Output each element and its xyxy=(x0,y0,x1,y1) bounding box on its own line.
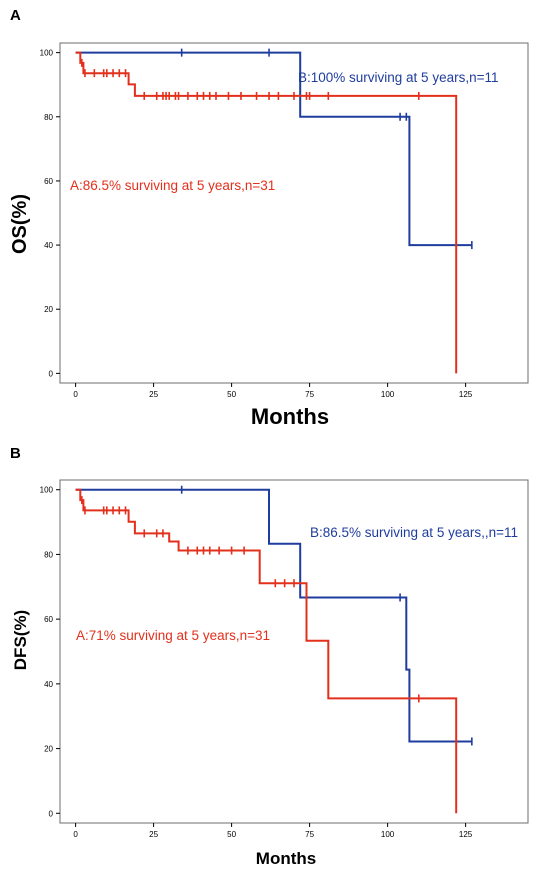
y-tick-label: 60 xyxy=(44,615,53,624)
y-tick-label: 60 xyxy=(44,177,53,186)
y-axis-title-a: OS(%) xyxy=(9,194,31,254)
x-axis-title-a: Months xyxy=(251,404,329,429)
x-tick-label: 100 xyxy=(381,830,395,839)
x-tick-label: 125 xyxy=(459,830,473,839)
series-a-line xyxy=(75,51,458,374)
x-tick-label: 50 xyxy=(227,390,236,399)
annotation-a-group-a: A:86.5% surviving at 5 years,n=31 xyxy=(70,178,275,193)
x-axis-title-b: Months xyxy=(256,849,316,868)
y-tick-label: 0 xyxy=(49,369,54,378)
y-tick-label: 100 xyxy=(40,486,54,495)
panel-letter-b: B xyxy=(10,445,21,462)
x-tick-label: 75 xyxy=(305,390,314,399)
km-plot-dfs: 0 25 50 75 100 125 0 20 40 60 80 100 xyxy=(40,485,473,839)
series-a-line xyxy=(75,488,458,814)
annotation-a-group-b: B:100% surviving at 5 years,n=11 xyxy=(298,70,499,85)
y-tick-label: 80 xyxy=(44,550,53,559)
series-b-line xyxy=(75,51,472,247)
y-tick-label: 20 xyxy=(44,305,53,314)
annotation-b-group-b: B:86.5% surviving at 5 years,,n=11 xyxy=(310,525,518,540)
y-tick-label: 40 xyxy=(44,680,53,689)
x-tick-label: 0 xyxy=(73,830,78,839)
panel-letter-a: A xyxy=(10,7,21,24)
x-tick-label: 75 xyxy=(305,830,314,839)
x-tick-label: 25 xyxy=(149,830,158,839)
x-tick-label: 25 xyxy=(149,390,158,399)
series-b-line xyxy=(75,488,472,743)
y-axis-title-b: DFS(%) xyxy=(11,610,30,670)
y-tick-label: 40 xyxy=(44,241,53,250)
y-tick-label: 80 xyxy=(44,113,53,122)
annotation-b-group-a: A:71% surviving at 5 years,n=31 xyxy=(76,628,270,643)
y-tick-label: 20 xyxy=(44,745,53,754)
plot-frame-b xyxy=(59,479,529,824)
y-tick-label: 0 xyxy=(49,809,54,818)
y-tick-label: 100 xyxy=(40,49,54,58)
x-tick-label: 0 xyxy=(73,390,78,399)
x-tick-label: 100 xyxy=(381,390,395,399)
x-tick-label: 50 xyxy=(227,830,236,839)
x-tick-label: 125 xyxy=(459,390,473,399)
km-plot-os: 0 25 50 75 100 125 0 20 40 60 80 100 xyxy=(40,48,473,399)
